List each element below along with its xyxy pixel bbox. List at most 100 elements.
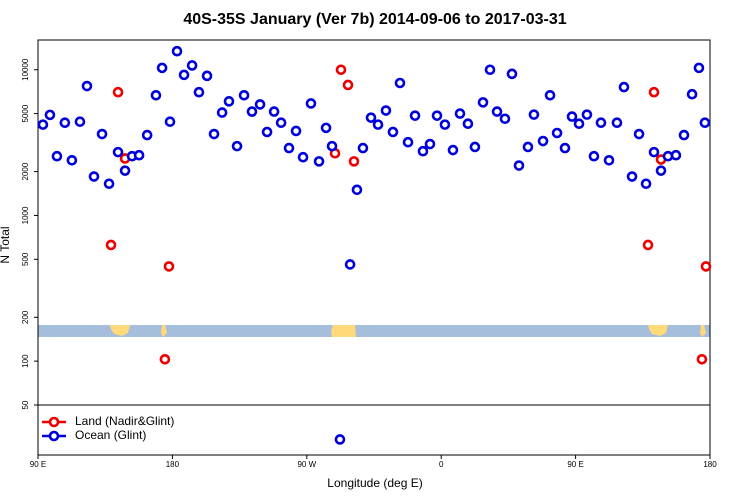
map-strip [38,325,710,337]
data-point [305,98,317,109]
chart-title: 40S-35S January (Ver 7b) 2014-09-06 to 2… [183,11,566,28]
data-point [700,261,712,272]
data-point [103,178,115,190]
data-point [344,259,356,270]
data-point [365,112,377,123]
data-point [231,140,243,152]
data-point [119,165,131,176]
data-point [559,142,571,154]
data-point [37,119,49,130]
data-point [150,89,162,101]
data-point [581,109,593,120]
data-point [380,105,392,116]
x-tick-label: 180 [166,460,180,469]
x-axis-label: Longitude (deg E) [327,476,422,490]
data-point [208,128,220,140]
land-shape [161,325,167,337]
x-tick-label: 180 [703,460,717,469]
x-tick-label: 90 W [297,460,316,469]
data-point [469,141,481,153]
data-point [633,128,645,140]
data-point [499,113,511,125]
data-point [297,151,309,163]
data-point [164,116,176,127]
y-tick-label: 100 [21,354,30,368]
data-point [112,86,124,98]
data-point [246,106,258,117]
data-point [618,81,630,93]
data-point [201,70,213,82]
y-tick-label: 500 [21,252,30,266]
data-point [81,80,93,92]
x-tick-label: 90 E [30,460,46,469]
data-point [275,117,287,129]
data-point [696,353,708,365]
land-shape [648,325,668,336]
data-point [372,119,384,130]
data-point [537,135,549,147]
data-point [163,261,175,272]
data-point [216,107,228,118]
data-point [193,86,205,98]
data-point [178,69,190,81]
legend-marker [48,430,60,442]
ocean-strip [38,325,710,337]
data-point [670,149,682,161]
data-point [394,77,406,89]
legend-label: Land (Nadir&Glint) [75,414,174,428]
data-point [59,117,71,129]
data-point [522,141,534,153]
data-point [112,146,124,158]
data-point [528,109,540,120]
y-tick-label: 1000 [21,206,30,224]
data-point [611,117,623,129]
data-point [462,118,474,130]
data-point [44,109,56,121]
data-point [268,106,280,117]
data-point [342,79,354,91]
data-point [693,62,705,74]
data-point [424,138,436,150]
data-point [186,60,198,71]
data-point [156,62,168,74]
y-tick-label: 2000 [21,162,30,180]
data-point [506,68,518,80]
legend-marker [48,416,60,428]
data-point [105,239,117,251]
data-point [223,96,235,107]
data-point [387,126,399,138]
plot-frame [37,39,711,456]
data-point [290,125,302,137]
data-point [159,353,171,365]
y-tick-label: 5000 [21,104,30,122]
data-point [409,110,421,121]
data-point [491,106,503,117]
data-point [642,239,654,251]
y-tick-label: 200 [21,310,30,324]
data-point [513,160,525,171]
y-tick-label: 50 [21,400,30,409]
data-point [566,111,578,122]
data-point [477,97,489,108]
y-axis-label: N Total [0,226,12,263]
data-point [447,144,459,156]
y-tick-label: 10000 [21,58,30,81]
data-point [335,64,347,76]
data-point [686,88,698,100]
data-point [648,86,660,98]
data-point [74,116,86,127]
data-point [484,64,496,76]
data-point [313,156,325,167]
data-point [595,117,607,129]
data-point [417,145,429,157]
land-shape [331,325,356,337]
data-point [699,117,711,129]
x-tick-label: 90 E [567,460,583,469]
data-point [238,89,250,101]
data-point [678,129,690,141]
data-point [133,149,145,161]
data-point [261,126,273,138]
data-point [603,155,615,166]
data-point [544,89,556,101]
